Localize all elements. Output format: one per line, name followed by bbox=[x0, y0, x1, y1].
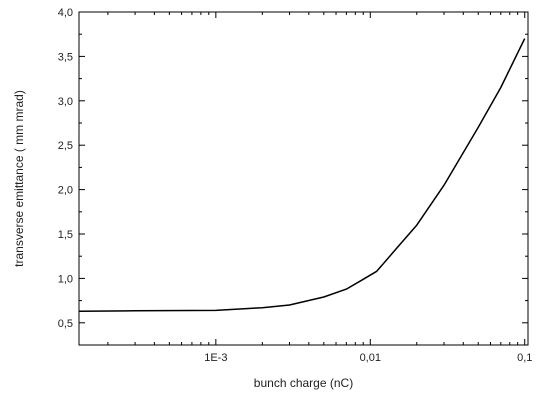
plot-frame bbox=[78, 11, 529, 346]
y-tick-label: 3,0 bbox=[58, 96, 73, 108]
y-tick-label: 2,0 bbox=[58, 185, 73, 197]
y-tick-label: 0,5 bbox=[58, 318, 73, 330]
y-tick-label: 4,0 bbox=[58, 7, 73, 19]
y-tick-label: 1,5 bbox=[58, 229, 73, 241]
y-tick-label: 1,0 bbox=[58, 273, 73, 285]
x-axis-title: bunch charge (nC) bbox=[254, 376, 353, 390]
x-tick-label: 0,1 bbox=[517, 352, 532, 364]
emittance-line bbox=[78, 38, 526, 313]
y-tick-label: 3,5 bbox=[58, 51, 73, 63]
x-tick-label: 1E-3 bbox=[204, 352, 227, 364]
plot-area: 0,5 1,0 1,5 2,0 2,5 3,0 3,5 4,0 1E-3 0,01 0,1 bbox=[58, 7, 533, 364]
y-axis-title: transverse emittance ( mm mrad) bbox=[12, 90, 26, 267]
x-tick-label: 0,01 bbox=[360, 352, 381, 364]
y-tick-label: 2,5 bbox=[58, 140, 73, 152]
